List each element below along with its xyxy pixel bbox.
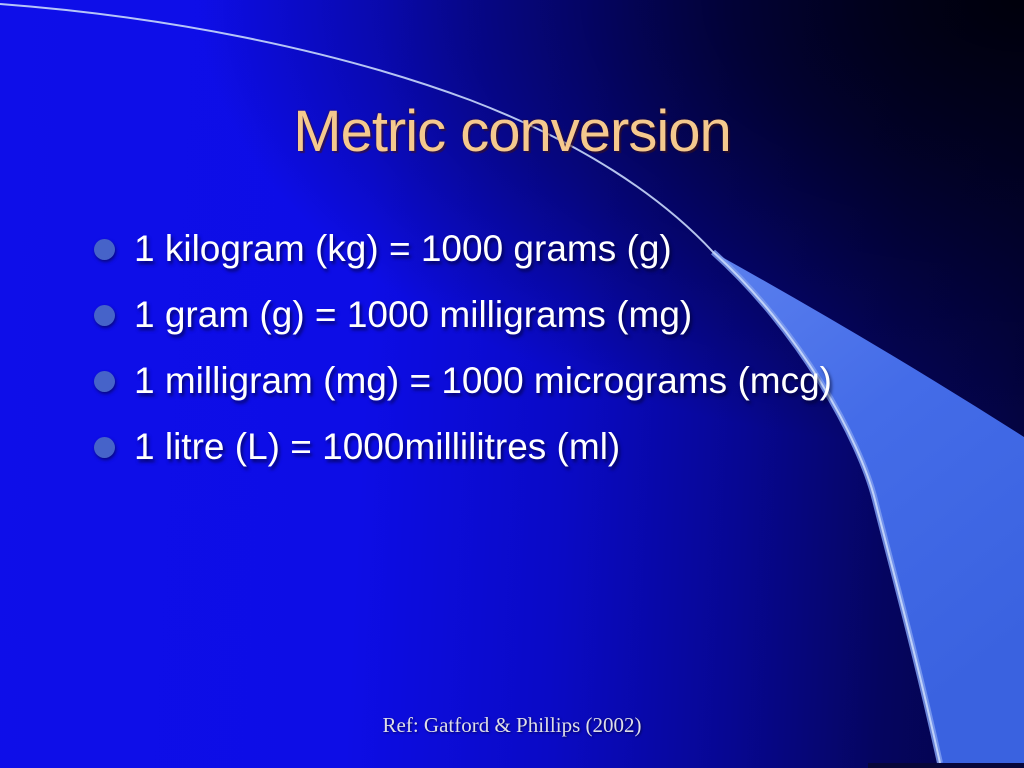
footer-reference: Ref: Gatford & Phillips (2002) [382,713,642,737]
bullet-icon [94,239,115,260]
list-item: 1 gram (g) = 1000 milligrams (mg) [94,296,832,334]
list-item: 1 milligram (mg) = 1000 micrograms (mcg) [94,362,832,400]
bullet-icon [94,305,115,326]
slide-title: Metric conversion [293,99,731,164]
bullet-icon [94,437,115,458]
bullet-text: 1 gram (g) = 1000 milligrams (mg) [134,294,693,335]
bullet-text: 1 kilogram (kg) = 1000 grams (g) [134,228,672,269]
bullet-list: 1 kilogram (kg) = 1000 grams (g) 1 gram … [94,230,832,494]
bottom-edge-strip [868,763,1024,768]
swoosh-band-shape [713,252,1024,763]
bullet-icon [94,371,115,392]
list-item: 1 kilogram (kg) = 1000 grams (g) [94,230,832,268]
swoosh-thin-line [0,3,941,764]
bullet-text: 1 litre (L) = 1000millilitres (ml) [134,426,621,467]
bullet-text: 1 milligram (mg) = 1000 micrograms (mcg) [134,360,832,401]
list-item: 1 litre (L) = 1000millilitres (ml) [94,428,832,466]
